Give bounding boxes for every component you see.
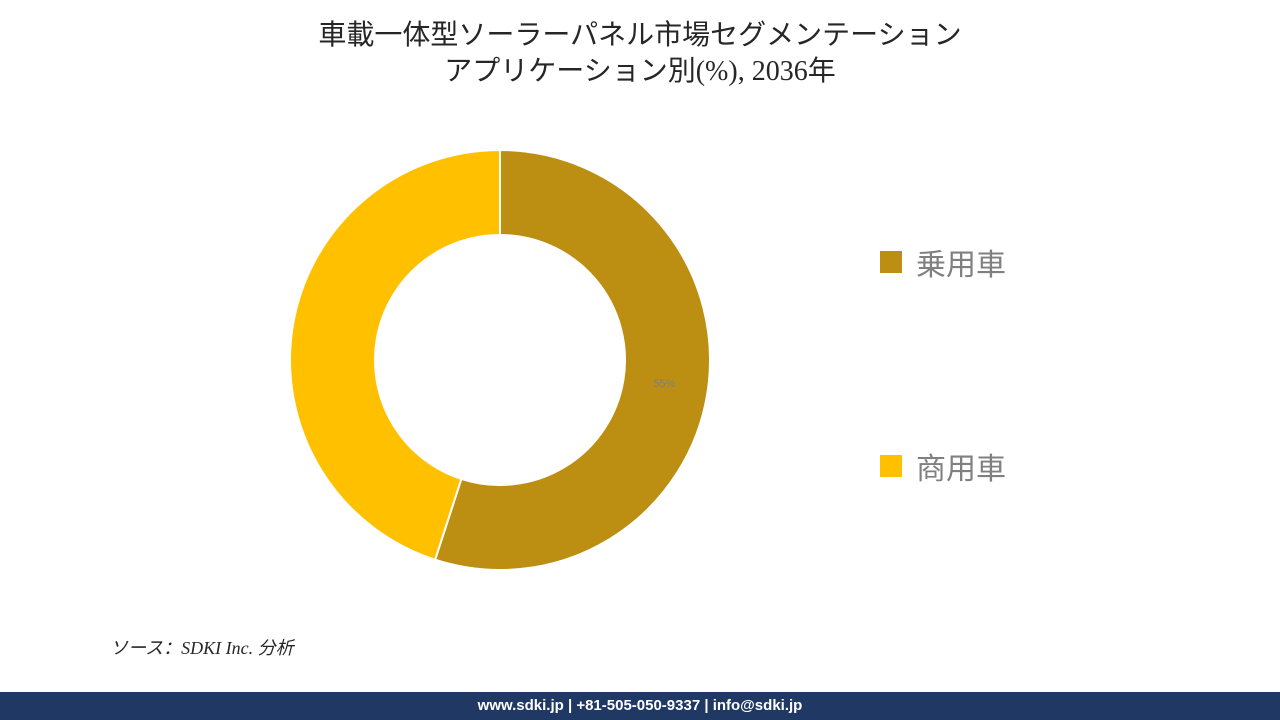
title-line-2: アプリケーション別(%), 2036年 xyxy=(0,54,1280,90)
legend-item-0: 乗用車 xyxy=(880,240,1180,284)
legend-swatch-1 xyxy=(880,455,902,477)
legend-label-0: 乗用車 xyxy=(916,240,1006,284)
legend: 乗用車商用車 xyxy=(880,240,1180,648)
chart-title: 車載一体型ソーラーパネル市場セグメンテーション アプリケーション別(%), 20… xyxy=(0,18,1280,91)
donut-hole xyxy=(375,235,625,485)
donut-chart: 55% xyxy=(280,140,720,580)
footer-text: www.sdki.jp | +81-505-050-9337 | info@sd… xyxy=(478,697,803,714)
title-line-1: 車載一体型ソーラーパネル市場セグメンテーション xyxy=(0,18,1280,54)
legend-item-1: 商用車 xyxy=(880,444,1180,488)
legend-swatch-0 xyxy=(880,251,902,273)
slice-percent-passenger: 55% xyxy=(653,378,675,390)
legend-label-1: 商用車 xyxy=(916,444,1006,488)
footer-bar: www.sdki.jp | +81-505-050-9337 | info@sd… xyxy=(0,690,1280,720)
source-attribution: ソース：SDKI Inc. 分析 xyxy=(110,634,294,660)
